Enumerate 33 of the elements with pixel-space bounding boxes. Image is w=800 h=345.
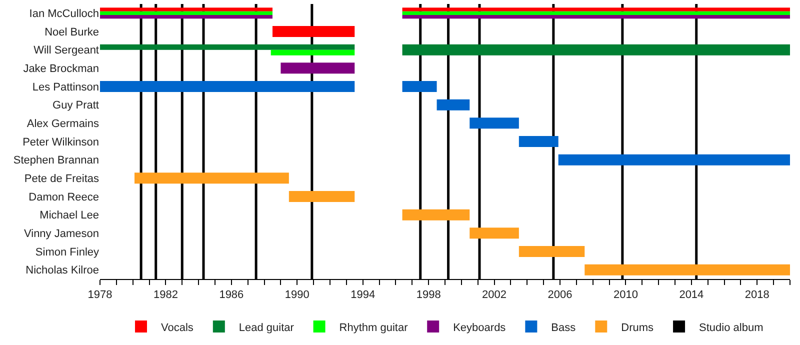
y-tick-label: Les Pattinson (32, 81, 99, 94)
y-tick-label: Nicholas Kilroe (26, 264, 99, 277)
x-tick-label: 1982 (153, 289, 178, 302)
y-tick-label: Will Sergeant (34, 44, 99, 57)
legend-label: Studio album (699, 322, 764, 334)
y-tick-label: Guy Pratt (52, 100, 99, 112)
legend-label: Keyboards (453, 322, 506, 334)
x-tick-label: 2018 (744, 289, 770, 302)
y-tick-label: Simon Finley (35, 246, 100, 258)
y-tick-label: Ian McCulloch (29, 8, 99, 20)
legend-label: Lead guitar (238, 322, 294, 334)
x-tick-label: 2014 (679, 289, 704, 302)
y-tick-label: Michael Lee (40, 210, 99, 222)
y-tick-label: Noel Burke (44, 26, 99, 38)
x-tick-label: 1978 (88, 289, 112, 302)
legend-label: Vocals (161, 322, 194, 334)
y-tick-label: Alex Germains (26, 118, 100, 130)
x-tick-label: 1990 (284, 289, 310, 302)
x-tick-label: 2006 (548, 289, 572, 302)
x-tick-label: 2002 (482, 289, 507, 302)
legend-label: Drums (621, 322, 654, 334)
y-tick-label: Damon Reece (28, 191, 99, 204)
x-tick-label: 1998 (416, 289, 441, 302)
x-tick-label: 2010 (613, 289, 638, 302)
y-tick-label: Stephen Brannan (13, 154, 99, 167)
x-tick-label: 1994 (350, 289, 376, 302)
y-tick-label: Peter Wilkinson (22, 136, 99, 148)
legend-label: Rhythm guitar (339, 322, 408, 334)
x-tick-label: 1986 (219, 289, 244, 302)
y-tick-label: Jake Brockman (23, 63, 99, 76)
y-tick-label: Pete de Freitas (24, 173, 100, 186)
y-tick-label: Vinny Jameson (24, 228, 99, 240)
legend-label: Bass (551, 322, 576, 334)
